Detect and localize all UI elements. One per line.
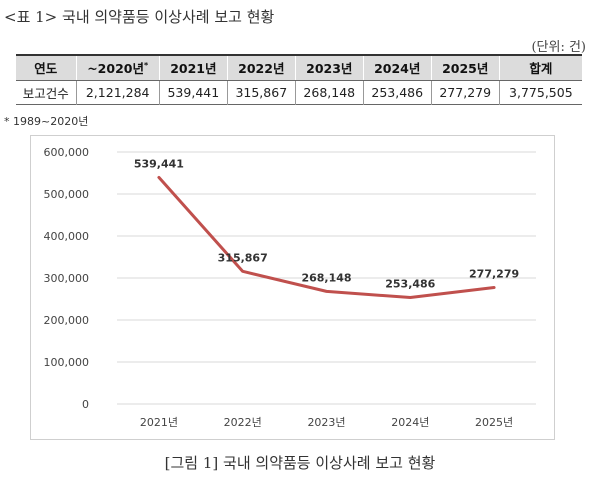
unit-note: (단위: 건) [531,40,586,55]
y-tick-label: 400,000 [44,230,90,243]
header-year: 연도 [16,55,77,81]
cell-to-2020: 2,121,284 [76,80,160,104]
cell-2025: 277,279 [431,80,500,104]
y-tick-label: 300,000 [44,272,90,285]
header-2022: 2022년 [227,55,296,81]
table-title: <표 1> 국내 의약품등 이상사례 보고 현황 [4,8,275,26]
cell-2021: 539,441 [159,80,228,104]
y-tick-label: 100,000 [44,356,90,369]
header-to-2020-label: ~2020년 [87,61,144,77]
report-table: 연도 ~2020년* 2021년 2022년 2023년 2024년 2025년… [16,54,582,105]
figure-caption: [그림 1] 국내 의약품등 이상사례 보고 현황 [164,454,436,472]
header-to-2020: ~2020년* [76,55,160,81]
header-footnote-mark: * [143,61,149,71]
row-label: 보고건수 [16,80,77,104]
cell-2022: 315,867 [227,80,296,104]
x-tick-label: 2025년 [475,416,513,429]
table-header-row: 연도 ~2020년* 2021년 2022년 2023년 2024년 2025년… [16,55,582,81]
y-tick-label: 600,000 [44,146,90,159]
data-label: 539,441 [134,157,184,170]
header-2023: 2023년 [295,55,364,81]
x-tick-label: 2023년 [307,416,345,429]
series-line [157,175,496,300]
x-tick-label: 2024년 [391,416,429,429]
cell-2024: 253,486 [363,80,432,104]
x-tick-label: 2021년 [140,416,178,429]
header-2021: 2021년 [159,55,228,81]
y-tick-label: 200,000 [44,314,90,327]
chart-area: 0 100,000 200,000 300,000 400,000 500,000 600,… [30,135,555,440]
header-2025: 2025년 [431,55,500,81]
header-total: 합계 [499,55,582,81]
data-label: 277,279 [469,268,519,281]
table-row: 보고건수 2,121,284 539,441 315,867 268,148 2… [16,80,582,104]
y-tick-label: 500,000 [44,188,90,201]
table-footnote: * 1989~2020년 [4,115,89,128]
data-label: 268,148 [301,271,351,284]
line-chart: 0 100,000 200,000 300,000 400,000 500,000 600,… [44,146,536,429]
data-label: 253,486 [385,278,435,291]
cell-2023: 268,148 [295,80,364,104]
y-tick-label: 0 [82,398,89,411]
cell-total: 3,775,505 [509,84,573,100]
x-tick-label: 2022년 [224,416,262,429]
header-2024: 2024년 [363,55,432,81]
data-label: 315,867 [218,251,268,264]
